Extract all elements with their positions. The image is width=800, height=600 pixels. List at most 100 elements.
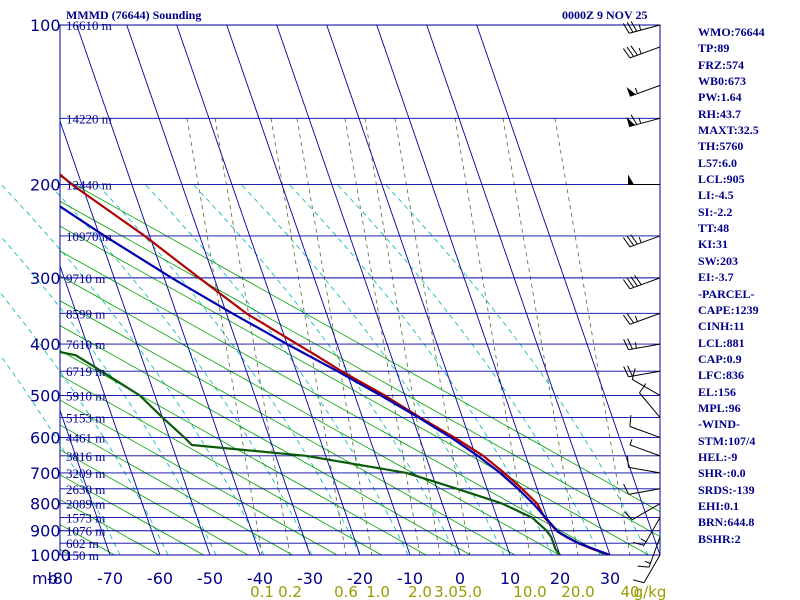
wind-barb [631,368,661,396]
dry-adiabat [59,374,382,556]
temperature-tick-label: -50 [197,569,223,588]
dry-adiabat [59,474,204,556]
index-line: L57:6.0 [698,155,737,170]
temperature-tick-label: -10 [397,569,423,588]
index-line: TP:89 [698,41,730,56]
height-label: 14220 m [66,111,112,126]
height-label: 5153 m [66,410,105,425]
index-line: WB0:673 [698,74,746,89]
moist-adiabat [0,291,169,556]
pressure-tick-label: 900 [30,522,61,541]
dry-adiabat [59,325,471,556]
wind-barb [626,84,661,97]
pressure-tick-label: 100 [30,16,61,35]
mixing-ratio-line [214,118,291,556]
moist-adiabat [241,184,505,556]
index-line: PW:1.64 [698,90,742,105]
pressure-tick-label: 700 [30,464,61,483]
height-label: 12440 m [66,178,112,193]
temperature-tick-label: -80 [47,569,73,588]
temperature-tick-label: -60 [147,569,173,588]
moist-adiabat [0,235,217,556]
pressure-tick-label: 400 [30,335,61,354]
index-line: RH:43.7 [698,106,741,121]
dry-adiabat [59,524,115,556]
pressure-tick-label: 600 [30,428,61,447]
dry-adiabat [59,549,71,556]
index-line: LCL:881 [698,335,745,350]
moist-adiabat [1,184,265,556]
temperature-tick-label: -70 [97,569,123,588]
dry-adiabat [59,300,516,556]
plot-frame [59,24,661,556]
pressure-tick-label: 500 [30,386,61,405]
wind-barb [622,45,661,59]
height-label: 2630 m [66,482,105,497]
height-label: 3209 m [66,466,105,481]
temperature-tick-label: -20 [347,569,373,588]
mixing-ratio-label: 1.0 [366,583,390,600]
height-label: 1076 m [66,524,105,539]
isotherm [226,24,411,556]
index-line: BSHR:2 [698,531,741,546]
mixing-ratio-label: 5.0 [458,583,482,600]
index-line: SI:-2.2 [698,204,733,219]
mixing-ratio-label: 0.1 [250,583,274,600]
wind-barb [622,312,661,325]
height-label: 8599 m [66,306,105,321]
wind-barb [629,439,661,457]
wind-barb [632,554,661,584]
wind-barb [639,383,661,418]
mixing-ratio-line [270,118,347,556]
wind-barb [626,455,661,474]
index-line: EI:-3.7 [698,270,734,285]
index-line: SW:203 [698,253,739,268]
index-line: STM:107/4 [698,433,756,448]
index-line: WMO:76644 [698,25,765,39]
index-line: LFC:836 [698,368,744,383]
wind-barb [637,536,661,568]
height-label: 6719 m [66,364,105,379]
height-label: 9710 m [66,271,105,286]
dry-adiabat [59,424,293,556]
index-line: EL:156 [698,384,737,399]
dry-adiabat [59,499,160,556]
index-line: CINH:11 [698,319,745,334]
pressure-tick-label: 1000 [30,546,71,565]
height-label: 7610 m [66,337,105,352]
height-label: 150 m [66,548,99,563]
index-line: KI:31 [698,237,728,252]
height-label: 602 m [66,536,99,551]
moist-adiabat [289,184,553,556]
index-line: HEL:-9 [698,449,738,464]
moist-adiabat [337,184,601,556]
wind-barb [622,234,661,248]
isotherm [76,24,261,556]
dry-adiabat [59,275,560,556]
temperature-tick-label: 30 [600,569,620,588]
mixing-ratio-line [344,118,421,556]
moist-adiabat [145,184,409,556]
mixing-ratio-label: 0.2 [278,583,302,600]
mixing-ratio-label: g/kg [634,583,667,600]
dry-adiabat [59,250,605,556]
mixing-ratio-line [502,118,579,556]
isotherm [326,24,511,556]
chart-time: 0000Z 9 NOV 25 [562,8,648,22]
mixing-ratio-line [394,118,471,556]
dry-adiabat [59,350,427,556]
wind-barb [623,483,661,495]
index-line: FRZ:574 [698,57,744,72]
pressure-tick-label: 200 [30,176,61,195]
isotherm [59,265,161,556]
wind-barb [626,114,661,128]
mixing-ratio-line [186,118,263,556]
height-label: 2089 m [66,497,105,512]
wind-barb [623,365,661,378]
temperature-tick-label: -30 [297,569,323,588]
mixing-ratio-label: 10.0 [513,583,546,600]
mixing-ratio-label: 40 [620,583,639,600]
isotherm [476,24,661,556]
height-label: 16610 m [66,18,112,33]
moist-adiabat [0,354,121,556]
